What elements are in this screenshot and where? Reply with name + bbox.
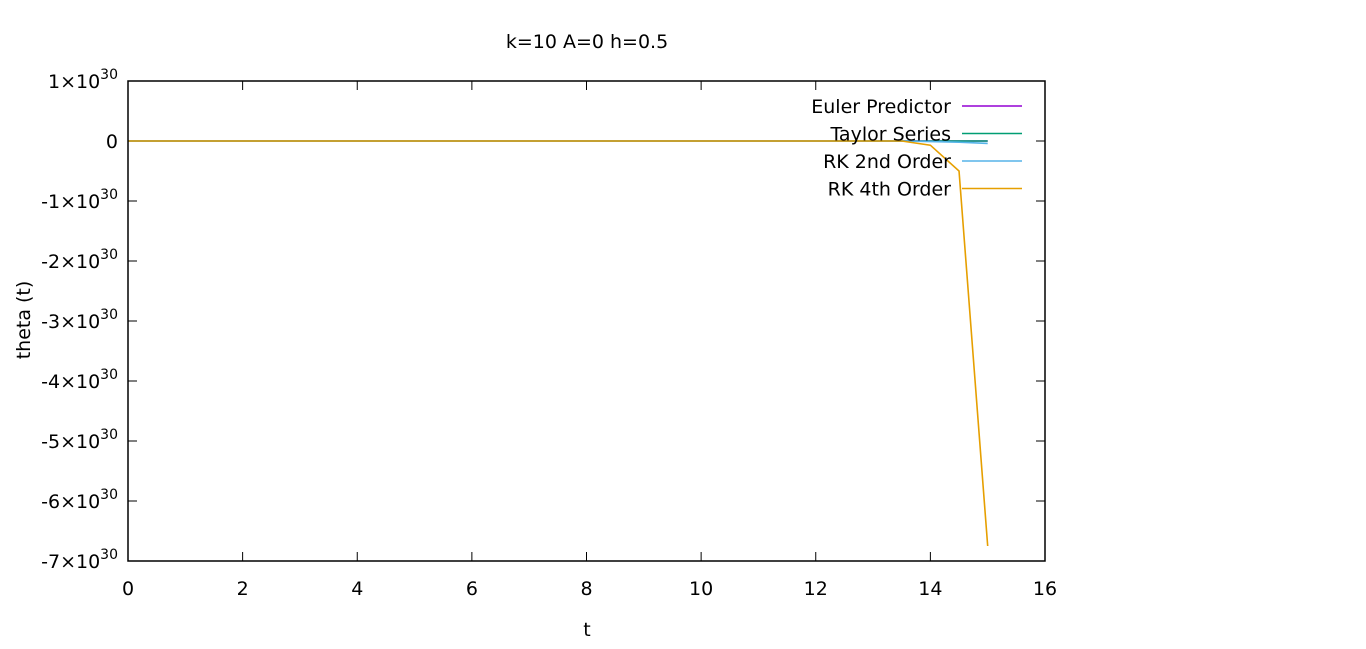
x-tick-label: 8 — [580, 578, 592, 600]
y-tick-mantissa: 0 — [106, 131, 118, 153]
ticks-layer: 0 2 4 6 8 10 12 14 161×10300-1×1030-2×1030-3×103… — [41, 67, 1057, 600]
y-tick-exponent: 30 — [100, 487, 118, 503]
legend: Euler Predictor Taylor Series RK 2nd Order… — [811, 96, 1022, 201]
y-tick-mantissa: 1×10 — [48, 71, 100, 93]
x-tick-label: 0 — [122, 578, 134, 600]
x-tick-label: 4 — [351, 578, 363, 600]
y-tick-label: -3×1030 — [41, 307, 118, 333]
x-tick-label: 14 — [918, 578, 942, 600]
y-tick-mantissa: -4×10 — [41, 371, 100, 393]
x-tick-label: 10 — [689, 578, 713, 600]
y-tick-exponent: 30 — [100, 247, 118, 263]
y-tick-mantissa: -2×10 — [41, 251, 100, 273]
y-tick-mantissa: -3×10 — [41, 311, 100, 333]
y-tick-exponent: 30 — [100, 367, 118, 383]
y-tick-exponent: 30 — [100, 427, 118, 443]
x-tick-label: 12 — [804, 578, 828, 600]
y-tick-exponent: 30 — [100, 67, 118, 83]
x-tick-label: 16 — [1033, 578, 1057, 600]
plot-frame — [127, 80, 1046, 562]
y-tick-label: -7×1030 — [41, 547, 118, 573]
y-tick-label: -6×1030 — [41, 487, 118, 513]
x-tick-label: 6 — [466, 578, 478, 600]
x-axis-label: t — [583, 619, 590, 641]
y-tick-exponent: 30 — [100, 547, 118, 563]
legend-label: RK 4th Order — [828, 179, 952, 201]
y-tick-exponent: 30 — [100, 307, 118, 323]
legend-label: RK 2nd Order — [823, 151, 951, 173]
y-tick-mantissa: -1×10 — [41, 191, 100, 213]
legend-label: Taylor Series — [829, 124, 951, 146]
series-layer — [128, 140, 989, 547]
y-tick-mantissa: -5×10 — [41, 431, 100, 453]
series-line-rk-4th-order — [128, 140, 989, 547]
y-tick-mantissa: -6×10 — [41, 491, 100, 513]
y-axis-label: theta (t) — [13, 281, 35, 360]
y-tick-label: -4×1030 — [41, 367, 118, 393]
legend-label: Euler Predictor — [811, 96, 951, 118]
x-tick-label: 2 — [237, 578, 249, 600]
y-tick-label: -5×1030 — [41, 427, 118, 453]
y-tick-mantissa: -7×10 — [41, 551, 100, 573]
chart-title: k=10 A=0 h=0.5 — [506, 31, 668, 53]
y-tick-label: 0 — [106, 131, 118, 153]
y-tick-label: -1×1030 — [41, 187, 118, 213]
y-tick-exponent: 30 — [100, 187, 118, 203]
y-tick-label: -2×1030 — [41, 247, 118, 273]
y-tick-label: 1×1030 — [48, 67, 118, 93]
